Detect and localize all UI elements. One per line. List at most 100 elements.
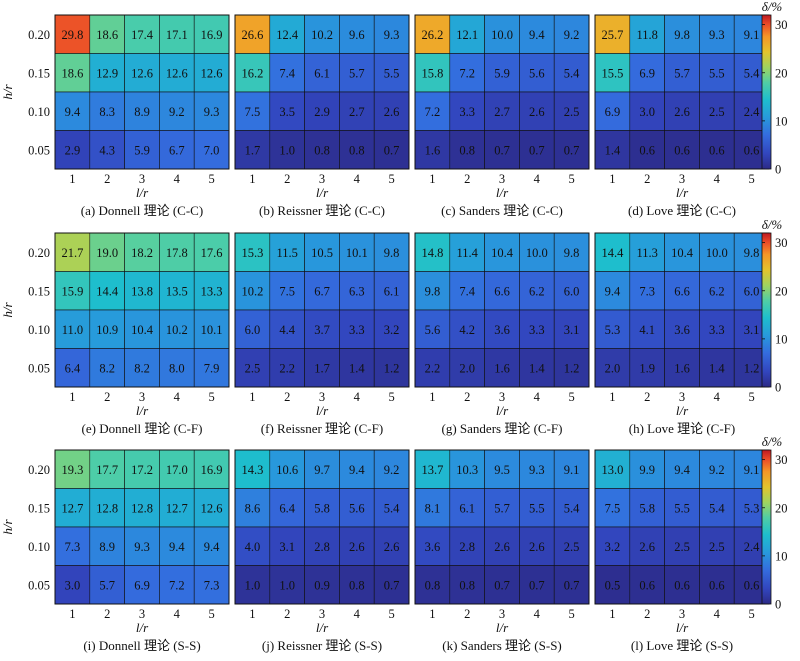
cell-value-label: 17.6 [201,246,223,260]
x-axis-label: l/r [496,620,509,635]
cell-value-label: 2.5 [245,361,261,375]
cell-value-label: 4.4 [279,323,295,337]
cell-value-label: 0.8 [349,578,365,592]
cell-value-label: 0.7 [529,578,545,592]
colorbar-tick-label: 20 [775,284,788,298]
cell-value-label: 18.6 [61,66,83,80]
cell-value-label: 9.2 [169,105,185,119]
x-tick-label: 2 [464,172,470,186]
panel-caption: (l) Love 理论 (S-S) [631,638,733,653]
cell-value-label: 12.9 [96,66,118,80]
cell-value-label: 6.4 [279,501,295,515]
y-tick-label: 0.20 [28,246,50,260]
cell-value-label: 1.0 [279,143,295,157]
cell-value-label: 10.6 [276,463,298,477]
cell-value-label: 25.7 [601,28,623,42]
panel-frame [54,14,230,170]
cell-value-label: 4.3 [99,143,115,157]
cell-value-label: 7.2 [169,578,185,592]
cell-value-label: 15.8 [421,66,443,80]
cell-value-label: 11.5 [276,246,297,260]
cell-value-label: 7.2 [425,105,441,119]
x-tick-label: 1 [69,172,75,186]
cell-value-label: 3.3 [349,323,365,337]
heatmap-cell [54,348,91,388]
cell-value-label: 3.1 [279,540,295,554]
heatmap-cell [89,449,125,489]
heatmap-cell [373,91,410,131]
heatmap-cell [124,271,160,311]
cell-value-label: 12.7 [61,501,83,515]
heatmap-cell [664,271,700,311]
heatmap-cell [159,130,195,170]
x-tick-label: 3 [499,390,505,404]
x-tick-label: 4 [534,390,541,404]
cell-value-label: 0.6 [709,578,725,592]
x-tick-label: 5 [388,172,394,186]
heatmap-cell [594,565,631,605]
heatmap-cell [414,526,451,566]
x-tick-label: 5 [208,607,214,621]
cell-value-label: 16.9 [201,28,223,42]
cell-value-label: 8.0 [169,361,185,375]
x-tick-label: 5 [208,390,214,404]
cell-value-label: 2.6 [384,105,400,119]
heatmap-cell [484,91,520,131]
x-tick-label: 3 [499,607,505,621]
panel-frame [234,449,410,605]
cell-value-label: 17.4 [131,28,154,42]
x-tick-label: 4 [534,607,541,621]
cell-value-label: 9.2 [709,463,725,477]
cell-value-label: 9.4 [605,284,621,298]
x-tick-label: 2 [644,607,650,621]
colorbar-tick-label: 10 [775,549,788,563]
x-tick-label: 1 [69,390,75,404]
x-tick-label: 4 [354,607,361,621]
x-tick-label: 1 [609,607,615,621]
heatmap-cell [699,130,735,170]
cell-value-label: 5.3 [744,501,760,515]
colorbar-tick-label: 30 [775,236,788,250]
cell-value-label: 6.2 [709,284,725,298]
x-tick-label: 3 [679,607,685,621]
cell-value-label: 0.6 [744,143,760,157]
cell-value-label: 3.0 [639,105,655,119]
heatmap-cell [594,488,631,528]
colorbar-tick-label: 20 [775,66,788,80]
heatmap-cell [193,449,230,489]
heatmap-cell [124,309,160,349]
heatmap-cell [519,130,555,170]
cell-value-label: 2.8 [314,540,330,554]
cell-value-label: 1.6 [674,361,690,375]
cell-value-label: 10.4 [491,246,514,260]
cell-value-label: 8.2 [99,361,115,375]
cell-value-label: 21.7 [61,246,83,260]
panel-caption: (g) Sanders 理论 (C-F) [442,421,563,436]
heatmap-cell [699,488,735,528]
x-tick-label: 1 [429,390,435,404]
x-tick-label: 4 [174,390,181,404]
cell-value-label: 9.8 [425,284,441,298]
heatmap-cell [124,130,160,170]
cell-value-label: 6.1 [459,501,475,515]
panel-caption: (c) Sanders 理论 (C-C) [441,203,563,218]
x-tick-label: 1 [609,172,615,186]
cell-value-label: 9.8 [744,246,760,260]
cell-value-label: 2.6 [349,540,365,554]
heatmap-cell [234,271,271,311]
cell-value-label: 4.1 [639,323,655,337]
cell-value-label: 0.7 [564,143,580,157]
cell-value-label: 1.4 [529,361,545,375]
panel-frame [54,232,230,388]
y-tick-label: 0.20 [28,463,50,477]
x-tick-label: 1 [609,390,615,404]
heatmap-cell [89,232,125,272]
cell-value-label: 9.3 [529,463,545,477]
colorbar [761,232,772,388]
cell-value-label: 12.4 [276,28,299,42]
cell-value-label: 5.7 [494,501,510,515]
heatmap-cell [304,526,340,566]
cell-value-label: 10.9 [96,323,118,337]
heatmap-cell [629,91,665,131]
heatmap-cell [553,53,590,93]
